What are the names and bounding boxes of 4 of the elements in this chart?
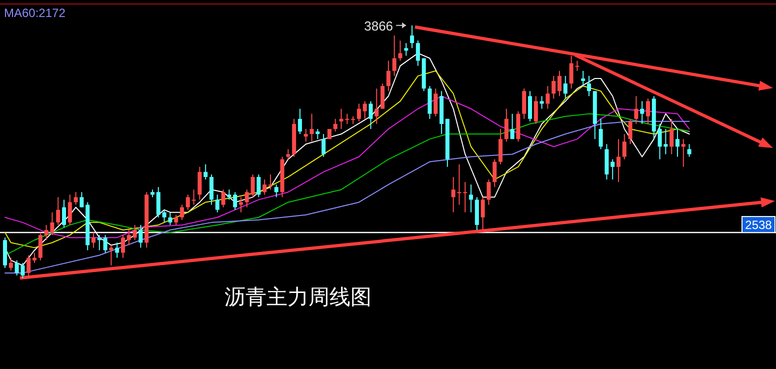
annotation: 3866 xyxy=(364,18,394,34)
text: MA60:2172 xyxy=(4,6,66,20)
text: 2538 xyxy=(745,218,772,232)
text: 沥青主力周线图 xyxy=(224,285,372,309)
